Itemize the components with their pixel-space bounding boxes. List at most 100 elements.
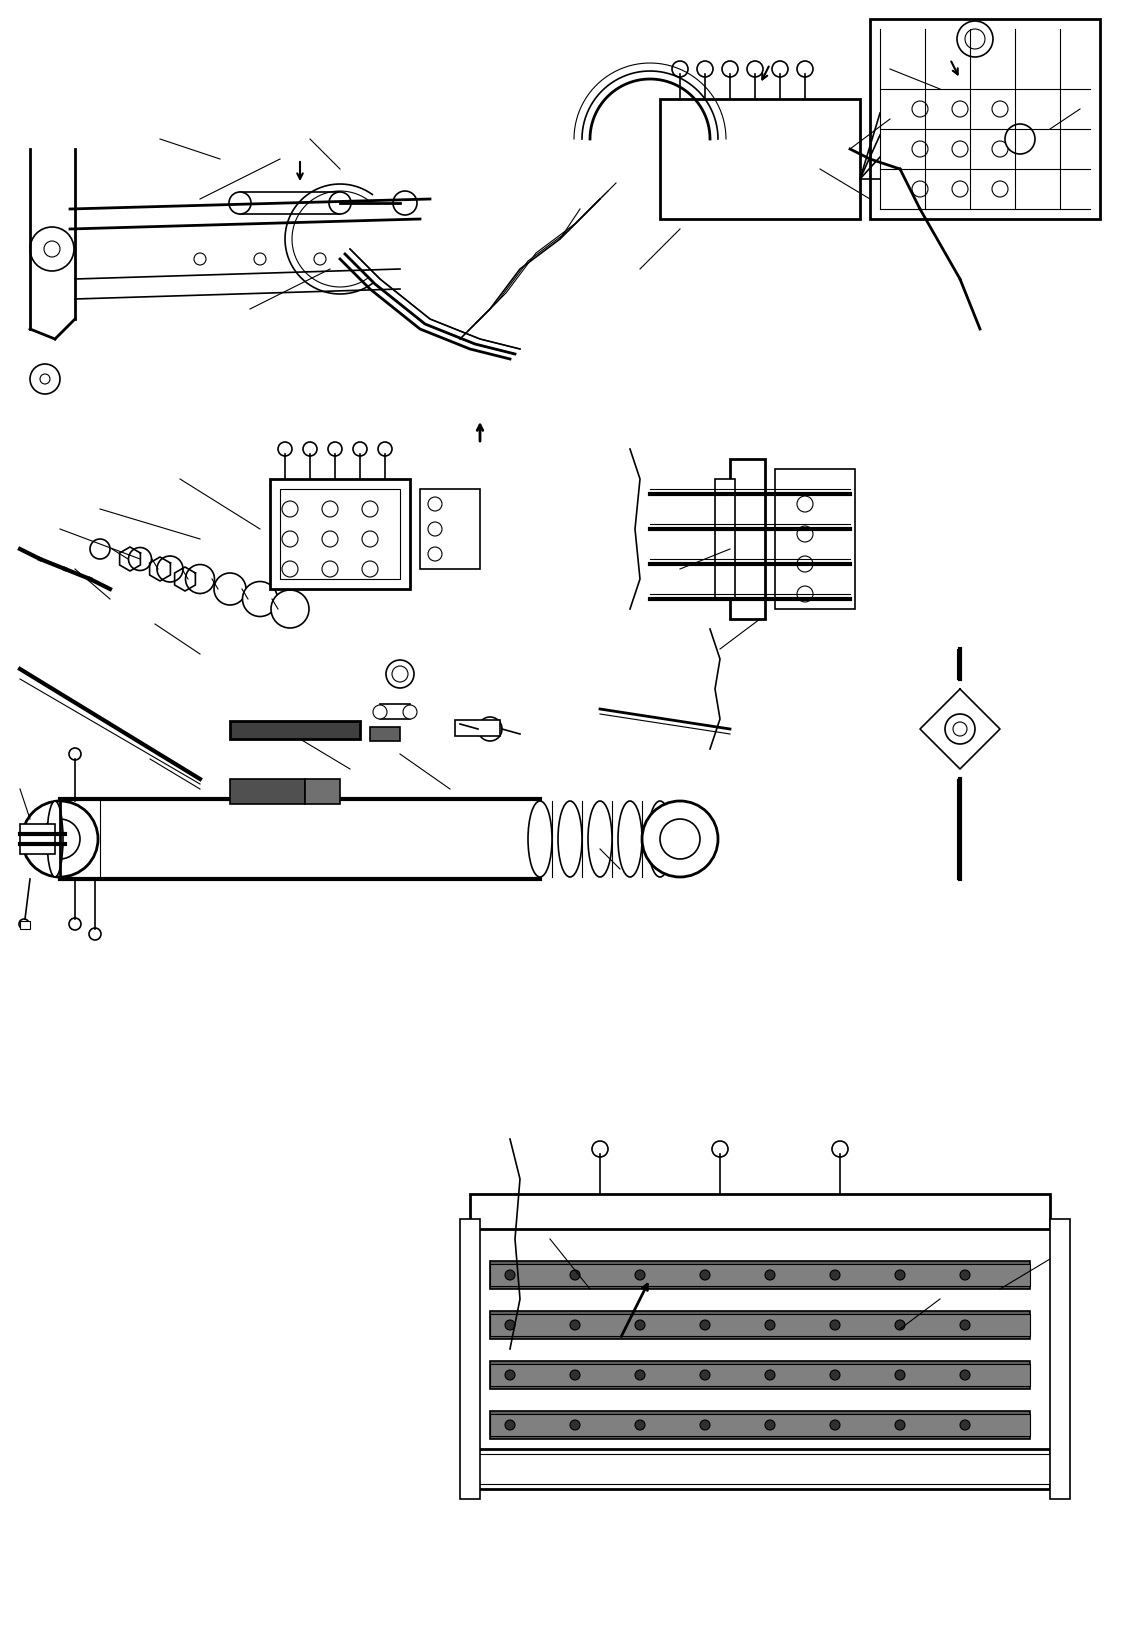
Circle shape (765, 1271, 775, 1280)
Circle shape (428, 547, 442, 560)
Bar (280, 489, 400, 578)
Circle shape (386, 660, 414, 687)
Circle shape (243, 582, 278, 616)
Circle shape (895, 1319, 905, 1329)
Circle shape (699, 1271, 710, 1280)
Bar (455, 720, 499, 736)
Circle shape (992, 142, 1008, 156)
Bar (60, 798, 540, 880)
Bar (660, 99, 860, 218)
Circle shape (953, 722, 967, 736)
Circle shape (765, 1420, 775, 1430)
Circle shape (699, 1370, 710, 1380)
Circle shape (254, 252, 266, 266)
Circle shape (765, 1319, 775, 1329)
Bar (20, 920, 31, 929)
Circle shape (992, 101, 1008, 117)
Circle shape (484, 723, 496, 735)
Circle shape (505, 1420, 515, 1430)
Circle shape (965, 29, 985, 49)
Circle shape (895, 1370, 905, 1380)
Circle shape (570, 1420, 580, 1430)
Bar (231, 722, 360, 740)
Circle shape (992, 181, 1008, 197)
Circle shape (69, 748, 81, 761)
Circle shape (428, 521, 442, 536)
Circle shape (912, 181, 928, 197)
Circle shape (722, 60, 738, 77)
Bar (715, 479, 734, 599)
Circle shape (672, 60, 688, 77)
Circle shape (362, 531, 379, 547)
Circle shape (772, 60, 788, 77)
Circle shape (797, 526, 812, 542)
Circle shape (765, 1370, 775, 1380)
Circle shape (697, 60, 713, 77)
Bar (380, 704, 410, 718)
Circle shape (278, 441, 292, 456)
Circle shape (282, 560, 298, 577)
Circle shape (428, 497, 442, 512)
Circle shape (329, 192, 351, 213)
Circle shape (570, 1319, 580, 1329)
Circle shape (282, 502, 298, 516)
Circle shape (362, 502, 379, 516)
Circle shape (699, 1319, 710, 1329)
Circle shape (635, 1370, 645, 1380)
Circle shape (44, 241, 60, 257)
Circle shape (960, 1271, 970, 1280)
Circle shape (373, 705, 386, 718)
Circle shape (831, 1370, 840, 1380)
Circle shape (635, 1420, 645, 1430)
Bar (20, 824, 55, 854)
Circle shape (328, 441, 342, 456)
Circle shape (635, 1271, 645, 1280)
Circle shape (392, 666, 408, 683)
Circle shape (40, 819, 80, 858)
Circle shape (945, 714, 975, 744)
Circle shape (912, 142, 928, 156)
Circle shape (832, 1140, 848, 1157)
Circle shape (478, 717, 502, 741)
Circle shape (31, 363, 60, 394)
Circle shape (797, 495, 812, 512)
Circle shape (314, 252, 325, 266)
Bar (490, 1311, 1031, 1339)
Bar (470, 1455, 1050, 1484)
Circle shape (951, 101, 968, 117)
Circle shape (957, 21, 993, 57)
Circle shape (31, 226, 73, 270)
Circle shape (21, 801, 98, 876)
Circle shape (194, 252, 206, 266)
Circle shape (505, 1370, 515, 1380)
Circle shape (895, 1420, 905, 1430)
Bar (1050, 1218, 1070, 1499)
Bar (490, 1315, 1031, 1336)
Bar (305, 779, 340, 805)
Circle shape (282, 531, 298, 547)
Circle shape (570, 1370, 580, 1380)
Bar (470, 1194, 1050, 1228)
Bar (870, 20, 1099, 218)
Circle shape (40, 375, 50, 384)
Ellipse shape (647, 801, 672, 876)
Circle shape (831, 1271, 840, 1280)
Circle shape (90, 539, 110, 559)
Circle shape (322, 502, 338, 516)
Ellipse shape (528, 801, 551, 876)
Bar (490, 1264, 1031, 1285)
Bar (490, 1414, 1031, 1437)
Bar (490, 1363, 1031, 1386)
Bar (490, 1360, 1031, 1390)
Circle shape (322, 531, 338, 547)
Circle shape (214, 573, 246, 604)
Ellipse shape (47, 801, 63, 876)
Bar (420, 489, 480, 569)
Circle shape (403, 705, 417, 718)
Circle shape (960, 1319, 970, 1329)
Circle shape (69, 919, 81, 930)
Circle shape (831, 1420, 840, 1430)
Circle shape (505, 1319, 515, 1329)
Bar (370, 727, 400, 741)
Circle shape (960, 1420, 970, 1430)
